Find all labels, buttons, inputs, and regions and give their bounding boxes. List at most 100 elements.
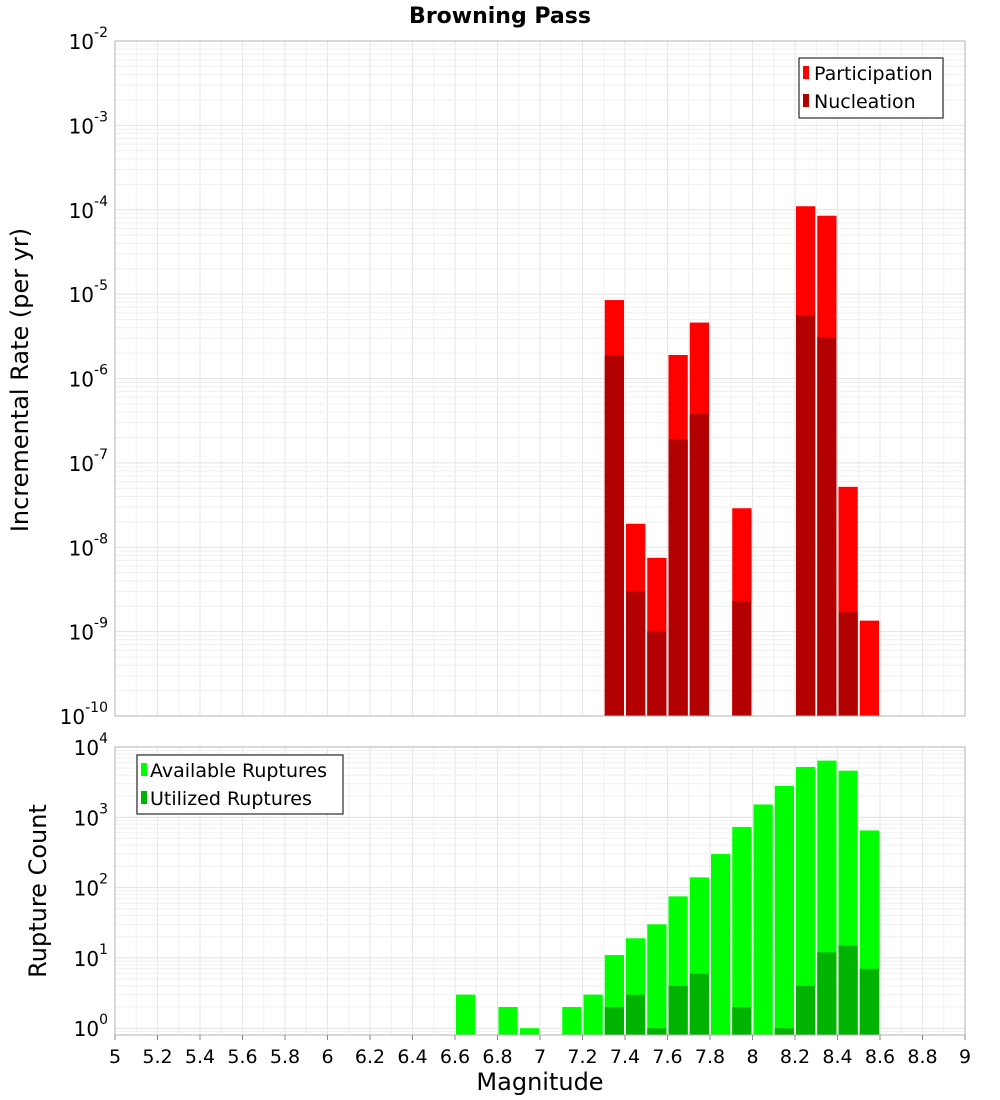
bar-available-ruptures	[456, 994, 476, 1035]
bar-utilized-ruptures	[859, 968, 879, 1035]
y-tick-label: 10-2	[69, 25, 108, 54]
x-tick-label: 8.8	[907, 1046, 937, 1068]
y-tick-base: 10	[69, 114, 94, 138]
y-tick-exponent: 1	[99, 942, 108, 958]
bar-nucleation	[796, 315, 816, 716]
y-tick-exponent: -5	[94, 278, 108, 294]
y-tick-label: 10-5	[69, 278, 108, 307]
y-tick-base: 10	[74, 1017, 99, 1041]
x-tick-label: 8.4	[822, 1046, 852, 1068]
y-tick-exponent: -3	[94, 109, 108, 125]
x-tick-label: 5.6	[227, 1046, 257, 1068]
bottom-legend: Available Ruptures Utilized Ruptures	[136, 754, 344, 815]
y-tick-label: 10-8	[69, 531, 108, 560]
y-tick-exponent: -9	[94, 616, 108, 632]
bar-utilized-ruptures	[647, 1028, 667, 1035]
x-tick-label: 7.4	[610, 1046, 640, 1068]
bar-nucleation	[668, 439, 688, 716]
x-axis-label: Magnitude	[476, 1068, 603, 1096]
y-tick-label: 10-4	[69, 194, 109, 223]
legend-swatch-participation	[803, 66, 809, 79]
y-tick-exponent: 3	[99, 801, 108, 817]
y-tick-base: 10	[74, 806, 99, 830]
bar-available-ruptures	[519, 1028, 539, 1035]
x-tick-label: 7.6	[652, 1046, 682, 1068]
legend-label-participation: Participation	[814, 63, 933, 85]
x-tick-label: 5	[109, 1046, 121, 1068]
bar-nucleation	[604, 354, 624, 716]
y-tick-base: 10	[74, 736, 99, 760]
x-tick-label: 6.2	[355, 1046, 385, 1068]
y-tick-exponent: -7	[94, 447, 108, 463]
x-tick-label: 5.2	[142, 1046, 172, 1068]
y-tick-base: 10	[60, 705, 85, 729]
bar-available-ruptures	[711, 854, 731, 1035]
y-tick-label: 10-9	[69, 616, 108, 645]
y-tick-exponent: -2	[94, 25, 108, 41]
bar-nucleation	[626, 591, 646, 716]
y-tick-exponent: 0	[99, 1012, 108, 1028]
x-tick-label: 6	[321, 1046, 333, 1068]
bar-utilized-ruptures	[774, 1028, 794, 1035]
bar-nucleation	[732, 601, 752, 716]
bar-available-ruptures	[647, 924, 667, 1035]
bar-utilized-ruptures	[732, 1007, 752, 1035]
y-tick-label: 10-10	[60, 700, 108, 729]
y-tick-base: 10	[69, 199, 94, 223]
y-tick-label: 102	[74, 872, 108, 901]
y-tick-base: 10	[69, 621, 94, 645]
x-tick-label: 9	[959, 1046, 971, 1068]
y-tick-exponent: 4	[99, 731, 108, 747]
y-tick-exponent: -4	[94, 194, 108, 210]
top-plot-frame	[114, 40, 966, 717]
bar-available-ruptures	[753, 804, 773, 1035]
y-tick-exponent: -8	[94, 531, 108, 547]
y-tick-label: 10-7	[69, 447, 108, 476]
x-tick-label: 7.8	[695, 1046, 725, 1068]
y-tick-exponent: -10	[85, 700, 108, 716]
y-tick-exponent: 2	[99, 872, 108, 888]
bottom-y-axis-label: Rupture Count	[24, 804, 52, 978]
bar-available-ruptures	[583, 994, 603, 1035]
x-tick-label: 8.6	[865, 1046, 895, 1068]
x-tick-label: 7.2	[567, 1046, 597, 1068]
legend-label-utilized: Utilized Ruptures	[150, 788, 312, 810]
bar-nucleation	[689, 413, 709, 716]
y-tick-base: 10	[69, 452, 94, 476]
bar-utilized-ruptures	[817, 952, 837, 1035]
chart-title: Browning Pass	[409, 4, 591, 29]
y-tick-label: 10-3	[69, 109, 108, 138]
bar-utilized-ruptures	[668, 985, 688, 1035]
y-tick-label: 10-6	[69, 363, 109, 392]
bar-nucleation	[817, 337, 837, 716]
bar-available-ruptures	[796, 766, 816, 1035]
x-tick-label: 6.4	[397, 1046, 427, 1068]
bar-participation	[859, 620, 879, 716]
bar-utilized-ruptures	[689, 973, 709, 1035]
y-tick-base: 10	[74, 877, 99, 901]
x-tick-label: 6.6	[440, 1046, 470, 1068]
y-tick-label: 103	[74, 801, 108, 830]
y-tick-base: 10	[69, 536, 94, 560]
y-tick-label: 100	[74, 1012, 108, 1041]
bar-available-ruptures	[498, 1007, 518, 1035]
y-tick-base: 10	[74, 947, 99, 971]
y-tick-base: 10	[69, 368, 94, 392]
top-y-axis-label: Incremental Rate (per yr)	[6, 228, 34, 532]
y-tick-label: 101	[74, 942, 108, 971]
x-tick-label: 8	[746, 1046, 758, 1068]
y-tick-label: 104	[74, 731, 108, 760]
legend-label-nucleation: Nucleation	[814, 91, 916, 113]
bar-utilized-ruptures	[796, 985, 816, 1035]
bar-available-ruptures	[562, 1007, 582, 1035]
legend-swatch-utilized	[141, 791, 147, 804]
x-tick-label: 6.8	[482, 1046, 512, 1068]
x-tick-label: 5.4	[185, 1046, 215, 1068]
bar-available-ruptures	[732, 826, 752, 1035]
x-tick-label: 5.8	[270, 1046, 300, 1068]
y-tick-exponent: -6	[94, 363, 108, 379]
legend-swatch-nucleation	[803, 94, 809, 107]
legend-swatch-available	[141, 763, 147, 776]
bar-utilized-ruptures	[604, 1007, 624, 1035]
